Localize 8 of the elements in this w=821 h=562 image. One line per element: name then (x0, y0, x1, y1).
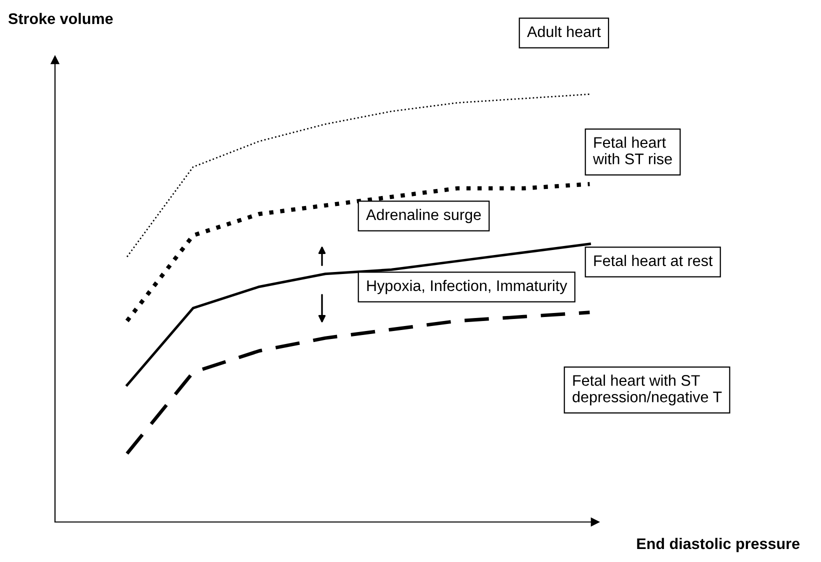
text: Fetal heart with ST depression/negative T (572, 374, 722, 406)
annotation: Adrenaline surge (366, 208, 481, 224)
series-label: Fetal heart with ST rise (592, 136, 672, 164)
series-label: Fetal heart at rest (594, 254, 713, 266)
x-axis-title: End diastolic pressure (637, 538, 800, 552)
y-axis-title: Stroke volume (8, 12, 113, 24)
annotation: Hypoxia, Infection, Immaturity (367, 280, 568, 294)
text: Adult heart (527, 26, 601, 38)
